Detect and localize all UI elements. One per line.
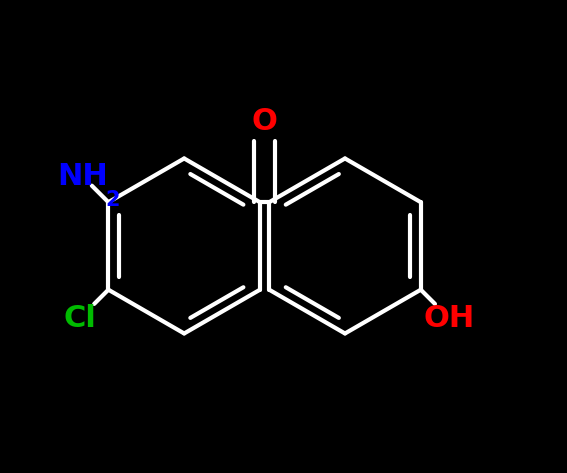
Text: OH: OH [424, 304, 475, 333]
Text: 2: 2 [105, 190, 120, 210]
Text: O: O [252, 107, 277, 136]
Text: NH: NH [57, 162, 108, 191]
Text: Cl: Cl [64, 304, 96, 333]
